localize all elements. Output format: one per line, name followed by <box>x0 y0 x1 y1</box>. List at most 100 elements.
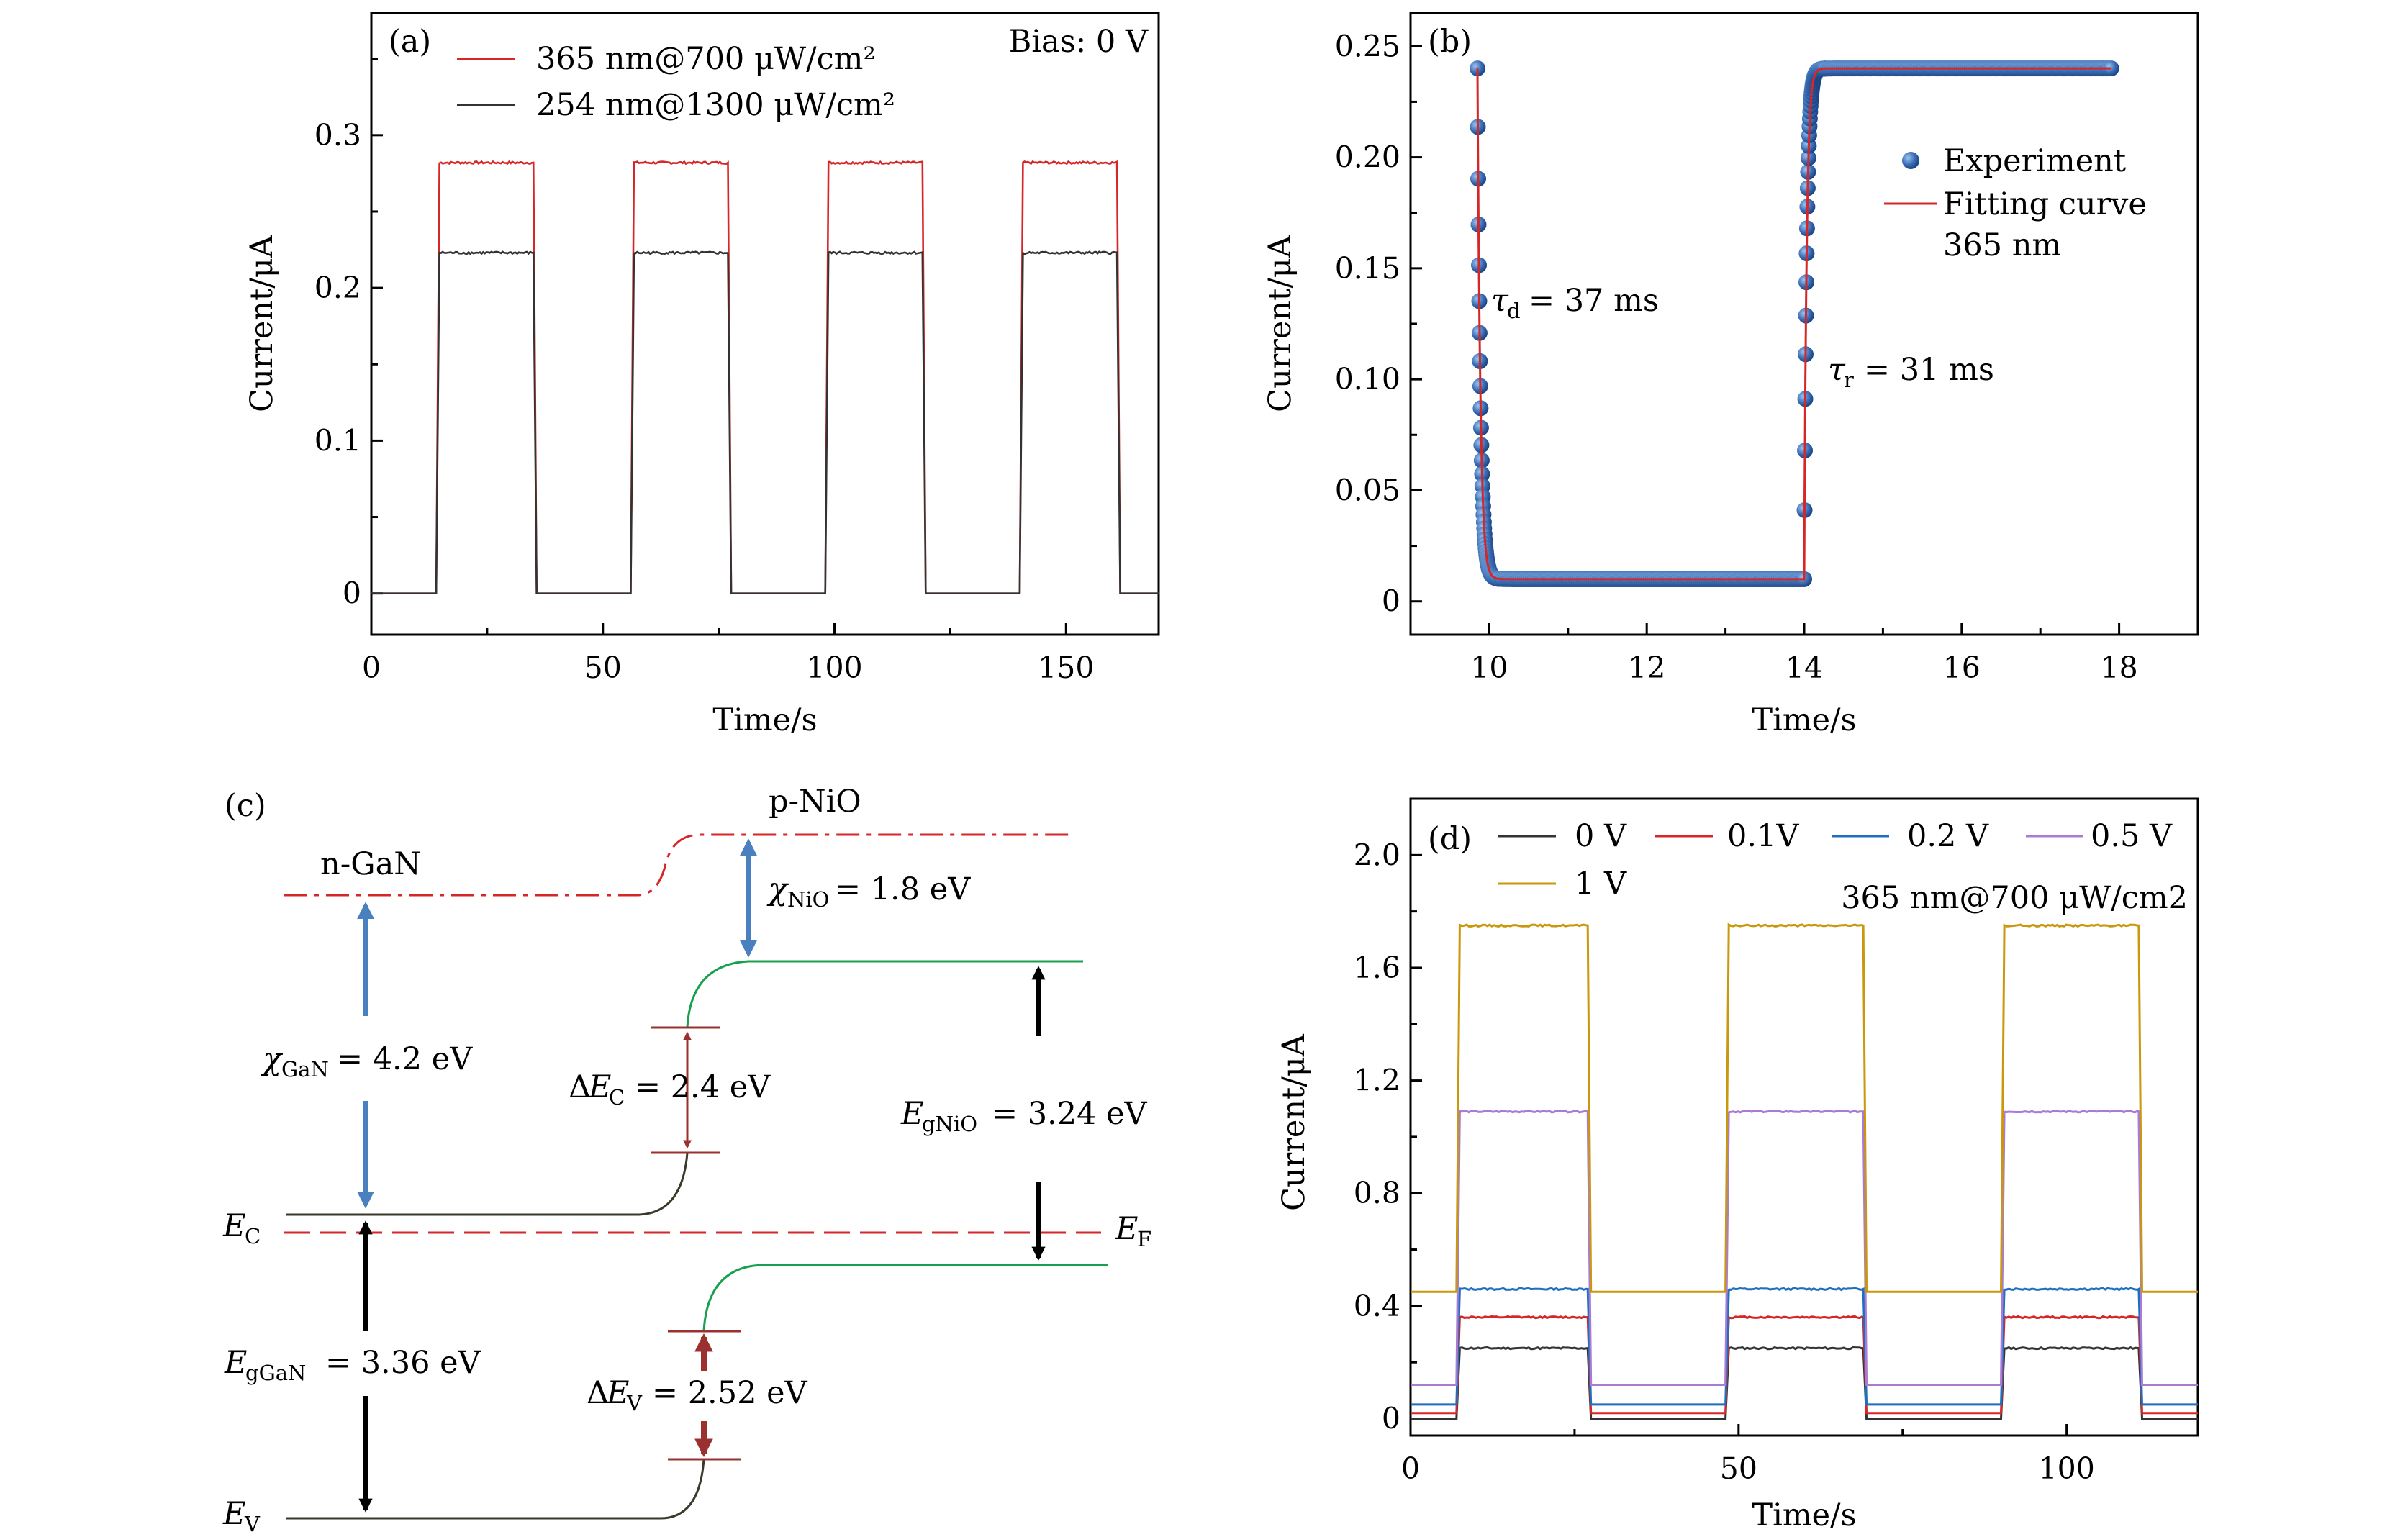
panel-b-xlabel: Time/s <box>1752 702 1856 738</box>
panel-a-frame <box>370 12 1160 636</box>
legend-label-0-5v: 0.5 V <box>2091 818 2173 854</box>
tau-d-value: = 37 ms <box>1529 283 1659 319</box>
legend-label-experiment: Experiment <box>1943 143 2126 179</box>
x-tick-label: 100 <box>2039 1451 2095 1486</box>
x-tick-label: 0 <box>362 650 381 685</box>
legend-label-1v: 1 V <box>1575 866 1627 902</box>
delta-ev-subscript: V <box>626 1391 643 1415</box>
chi-gan-label: χ GaN = 4.2 eV <box>261 1041 473 1082</box>
chi-nio-label: χ NiO = 1.8 eV <box>766 871 971 912</box>
panel-d-frame <box>1409 797 2199 1437</box>
ec-label: E C <box>222 1208 261 1248</box>
panel-d-xlabel: Time/s <box>1752 1497 1856 1533</box>
ef-subscript: F <box>1137 1227 1151 1251</box>
svg-text:E: E <box>900 1096 923 1132</box>
legend-label-fitting: Fitting curve <box>1943 186 2147 222</box>
chi-nio-value: = 1.8 eV <box>835 871 971 907</box>
series-line-0v <box>1411 1346 2198 1420</box>
y-tick-label: 0.1 <box>314 423 361 458</box>
series-line-1v <box>1411 922 2198 1293</box>
eg-gan-value: = 3.36 eV <box>325 1345 481 1381</box>
legend-label-365: 365 nm@700 μW/cm² <box>536 41 876 77</box>
x-tick-label: 100 <box>806 650 862 685</box>
delta-ec-value: = 2.4 eV <box>635 1069 771 1105</box>
legend-label-365nm: 365 nm <box>1943 227 2061 263</box>
tau-r-subscript: r <box>1844 368 1854 392</box>
delta-ev-value: = 2.52 eV <box>652 1375 808 1411</box>
gan-conduction-band <box>286 1152 689 1216</box>
panel-d-ylabel: Current/μA <box>1276 1033 1312 1211</box>
panel-d: 0 50 100 0 0.4 0.8 1.2 1.6 2.0 (d) 0 V 0.1V 0.2 … <box>1276 797 2199 1533</box>
svg-text:τ: τ <box>1828 352 1846 388</box>
chi-gan-subscript: GaN <box>281 1057 329 1082</box>
p-nio-label: p-NiO <box>769 784 861 820</box>
delta-ec-label: Δ E C = 2.4 eV <box>569 1069 771 1110</box>
panel-a-ticks: 0 50 100 150 0 0.1 0.2 0.3 <box>314 58 1094 685</box>
x-tick-label: 16 <box>1943 650 1981 685</box>
x-tick-label: 10 <box>1470 650 1508 685</box>
panel-d-series <box>1411 922 2198 1420</box>
x-tick-label: 12 <box>1628 650 1665 685</box>
x-tick-label: 50 <box>1720 1451 1757 1486</box>
ev-label: E V <box>222 1496 261 1536</box>
delta-ec-subscript: C <box>609 1085 625 1110</box>
svg-text:χ: χ <box>261 1041 284 1077</box>
x-tick-label: 18 <box>2101 650 2138 685</box>
y-tick-label: 0.2 <box>314 271 361 305</box>
panel-c-band-diagram: (c) n-GaN p-NiO χ NiO = 1.8 eV χ GaN = 4… <box>222 784 1151 1536</box>
panel-a-series <box>371 160 1159 594</box>
panel-a-ylabel: Current/μA <box>244 235 280 412</box>
eg-nio-label: E gNiO = 3.24 eV <box>900 1096 1148 1136</box>
y-tick-label: 0.4 <box>1354 1289 1400 1323</box>
tau-d-subscript: d <box>1507 299 1521 323</box>
y-tick-label: 0 <box>1382 1402 1400 1436</box>
vacuum-level <box>284 833 1072 897</box>
legend-label-0-2v: 0.2 V <box>1907 818 1989 854</box>
panel-b-ylabel: Current/μA <box>1262 235 1298 412</box>
series-line-365nm <box>371 160 1159 594</box>
svg-text:E: E <box>222 1496 245 1532</box>
y-tick-label: 0.20 <box>1335 140 1400 175</box>
x-tick-label: 0 <box>1401 1451 1420 1486</box>
panel-d-annotation: 365 nm@700 μW/cm2 <box>1841 880 2188 916</box>
panel-b: 10 12 14 16 18 0 0.05 0.10 0.15 0.20 0.25 (b) Expe… <box>1262 12 2199 738</box>
panel-d-label: (d) <box>1428 821 1472 857</box>
panel-b-series <box>1470 60 2119 587</box>
y-tick-label: 0.10 <box>1335 362 1400 396</box>
panel-a-xlabel: Time/s <box>712 702 817 738</box>
svg-text:E: E <box>606 1375 629 1411</box>
legend-label-0-1v: 0.1V <box>1727 818 1799 854</box>
nio-conduction-band <box>686 960 1083 1028</box>
eg-nio-value: = 3.24 eV <box>992 1096 1148 1132</box>
y-tick-label: 0.8 <box>1354 1176 1400 1210</box>
x-tick-label: 150 <box>1038 650 1094 685</box>
nio-valence-band <box>702 1264 1108 1332</box>
svg-text:E: E <box>224 1345 247 1381</box>
n-gan-label: n-GaN <box>320 846 421 882</box>
y-tick-label: 0.25 <box>1335 29 1400 63</box>
panel-a: 0 50 100 150 0 0.1 0.2 0.3 (a) Bias: 0 V 365 nm… <box>244 12 1160 738</box>
series-line-0-5v <box>1411 1109 2198 1386</box>
x-tick-label: 50 <box>584 650 622 685</box>
y-tick-label: 0.3 <box>314 118 361 153</box>
eg-gan-label: E gGaN = 3.36 eV <box>224 1345 481 1385</box>
chi-gan-value: = 4.2 eV <box>337 1041 473 1077</box>
series-line-254nm <box>371 250 1159 594</box>
svg-text:τ: τ <box>1491 283 1509 319</box>
panel-a-bias-annotation: Bias: 0 V <box>1009 24 1149 60</box>
tau-r-annotation: τ r = 31 ms <box>1828 352 1994 392</box>
svg-text:Δ: Δ <box>587 1375 609 1411</box>
y-tick-label: 2.0 <box>1354 838 1400 872</box>
svg-text:E: E <box>588 1069 611 1105</box>
ec-subscript: C <box>245 1224 261 1248</box>
eg-nio-subscript: gNiO <box>922 1112 977 1136</box>
panel-b-ticks: 10 12 14 16 18 0 0.05 0.10 0.15 0.20 0.25 <box>1335 29 2199 685</box>
fitting-curve <box>1476 67 2111 581</box>
ev-subscript: V <box>244 1512 261 1536</box>
tau-d-annotation: τ d = 37 ms <box>1491 283 1659 323</box>
panel-d-ticks: 0 50 100 0 0.4 0.8 1.2 1.6 2.0 <box>1354 797 2095 1486</box>
y-tick-label: 1.2 <box>1354 1064 1400 1098</box>
y-tick-label: 1.6 <box>1354 951 1400 985</box>
series-line-0-1v <box>1411 1315 2198 1415</box>
svg-text:χ: χ <box>766 871 789 907</box>
